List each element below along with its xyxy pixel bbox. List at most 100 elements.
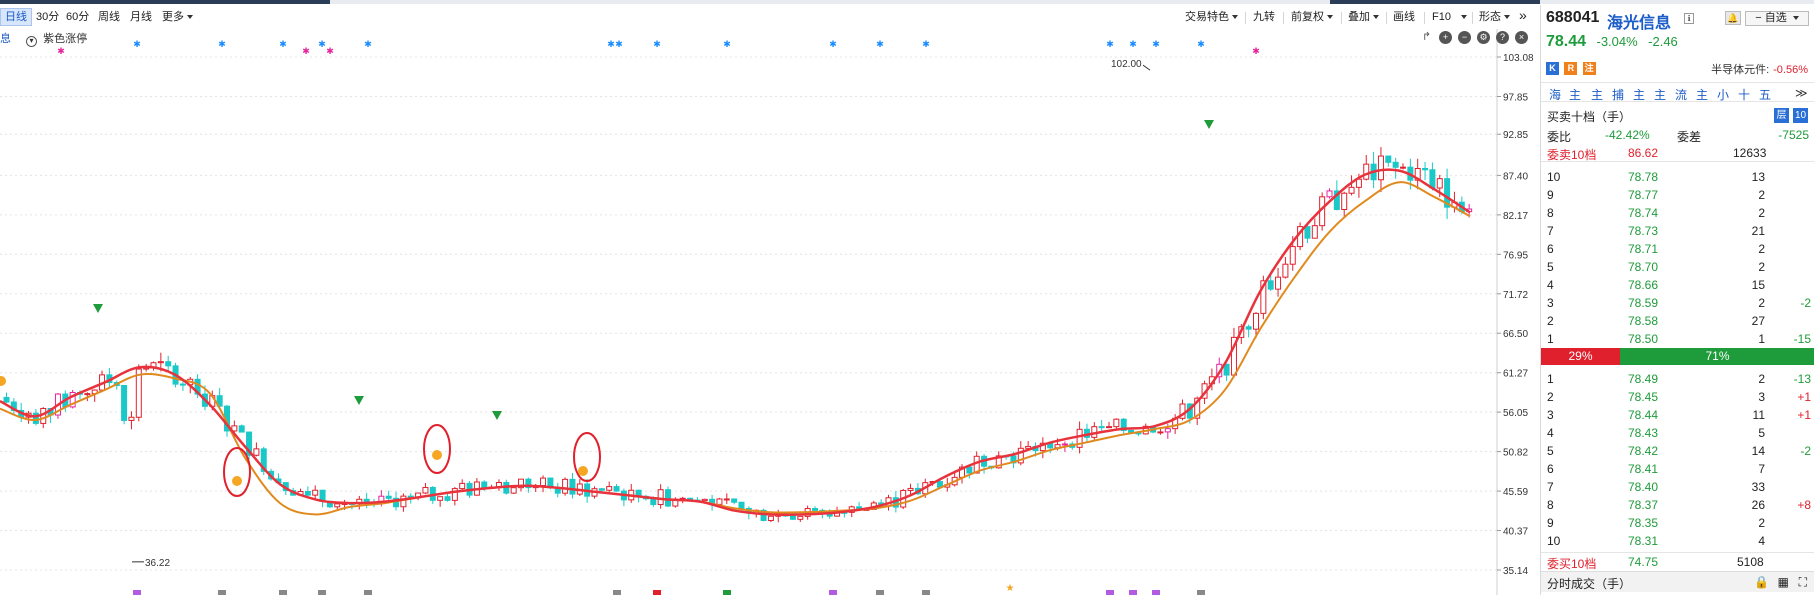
- chevron-down-icon[interactable]: ≫: [1795, 86, 1808, 100]
- candle-body: [32, 412, 39, 424]
- candle-body: [716, 498, 723, 505]
- candle-body: [812, 508, 818, 511]
- overlay-menu[interactable]: 叠加: [1344, 8, 1383, 26]
- mini-tab[interactable]: 海: [1549, 88, 1562, 102]
- bid-row[interactable]: 9 78.35 2: [1541, 514, 1814, 532]
- mini-tab[interactable]: 主: [1633, 88, 1646, 102]
- fullscreen-icon[interactable]: ⛶: [1798, 575, 1807, 589]
- y-tick-label: 97.85: [1503, 92, 1528, 103]
- candle-body: [1157, 431, 1164, 434]
- mini-tab[interactable]: 五: [1759, 88, 1772, 102]
- level: 7: [1547, 480, 1554, 494]
- badge-r[interactable]: R: [1564, 62, 1578, 75]
- price: 78.66: [1628, 278, 1659, 292]
- adjust-menu[interactable]: 前复权: [1287, 8, 1337, 26]
- bid-row[interactable]: 3 78.44 11 +1: [1541, 406, 1814, 424]
- price: 78.31: [1628, 534, 1659, 548]
- ask-row[interactable]: 6 78.71 2: [1541, 240, 1814, 258]
- level: 7: [1547, 224, 1554, 238]
- ask-row[interactable]: 3 78.59 2 -2: [1541, 294, 1814, 312]
- depth-10-icon[interactable]: 10: [1793, 108, 1808, 123]
- candle-body: [995, 455, 1002, 469]
- trades-header[interactable]: 分时成交（手） 🔒 ▦ ⛶: [1541, 571, 1814, 592]
- tab-daily[interactable]: 日线: [0, 8, 32, 26]
- bid-row[interactable]: 7 78.40 33: [1541, 478, 1814, 496]
- candle-body: [157, 361, 164, 364]
- mini-tab[interactable]: 流: [1675, 88, 1688, 102]
- lock-icon[interactable]: 🔒: [1754, 575, 1769, 589]
- toggle-icon: ▾: [26, 36, 38, 47]
- mini-tab[interactable]: 十: [1738, 88, 1751, 102]
- share-icon[interactable]: ↱: [1420, 31, 1433, 44]
- menu-label: 形态: [1479, 11, 1501, 23]
- mini-tab[interactable]: 主: [1591, 88, 1604, 102]
- signal-dot-pink: ✱: [57, 46, 65, 56]
- tab-60min[interactable]: 60分: [62, 8, 93, 26]
- sector-info[interactable]: 半导体元件: -0.56%: [1711, 61, 1808, 77]
- zoom-in-icon[interactable]: +: [1439, 31, 1452, 44]
- buy-marker-icon: [578, 466, 588, 476]
- candle-body: [165, 361, 172, 367]
- mini-tab[interactable]: 主: [1654, 88, 1667, 102]
- sector-change: -0.56%: [1773, 64, 1808, 76]
- draw-line-button[interactable]: 画线: [1389, 8, 1419, 26]
- volume: 13: [1751, 170, 1765, 184]
- settings-icon[interactable]: ⚙: [1477, 31, 1490, 44]
- close-icon[interactable]: ×: [1515, 31, 1528, 44]
- badge-k[interactable]: K: [1546, 62, 1559, 75]
- ask-row[interactable]: 1 78.50 1 -15: [1541, 330, 1814, 348]
- tab-weekly[interactable]: 周线: [94, 8, 124, 26]
- bid-row[interactable]: 8 78.37 26 +8: [1541, 496, 1814, 514]
- zoom-out-icon[interactable]: −: [1458, 31, 1471, 44]
- orderbook-title: 买卖十档（手）: [1547, 110, 1632, 124]
- trade-feature-menu[interactable]: 交易特色: [1181, 8, 1242, 26]
- f10-menu[interactable]: F10: [1428, 8, 1471, 26]
- info-icon[interactable]: ℹ: [1684, 13, 1694, 24]
- buy-ratio: 71%: [1620, 348, 1814, 365]
- bid-row[interactable]: 1 78.49 2 -13: [1541, 370, 1814, 388]
- expand-icon[interactable]: »: [1515, 6, 1531, 24]
- candle-body: [1260, 280, 1267, 314]
- candle-body: [312, 489, 319, 496]
- mini-tab[interactable]: 捕: [1612, 88, 1625, 102]
- badge-note[interactable]: 注: [1582, 62, 1596, 75]
- ask-row[interactable]: 7 78.73 21: [1541, 222, 1814, 240]
- bid-row[interactable]: 6 78.41 7: [1541, 460, 1814, 478]
- ask-row[interactable]: 8 78.74 2: [1541, 204, 1814, 222]
- ask-row[interactable]: 4 78.66 15: [1541, 276, 1814, 294]
- candle-body: [1392, 161, 1399, 168]
- candle-body: [598, 488, 605, 491]
- bid-row[interactable]: 4 78.43 5: [1541, 424, 1814, 442]
- ask-row[interactable]: 10 78.78 13: [1541, 168, 1814, 186]
- watchlist-button[interactable]: − 自选: [1745, 11, 1809, 26]
- nine-turn-button[interactable]: 九转: [1249, 8, 1279, 26]
- bottom-mark: [723, 590, 731, 595]
- legend-toggle[interactable]: ▾: [26, 33, 40, 47]
- tab-more[interactable]: 更多: [158, 8, 197, 26]
- stock-name[interactable]: 海光信息: [1607, 15, 1672, 32]
- ask-row[interactable]: 9 78.77 2: [1541, 186, 1814, 204]
- help-icon[interactable]: ?: [1496, 31, 1509, 44]
- pattern-menu[interactable]: 形态: [1475, 8, 1514, 26]
- mini-tab[interactable]: 小: [1717, 88, 1730, 102]
- layer-icon[interactable]: 层: [1774, 108, 1789, 123]
- bid-row[interactable]: 10 78.31 4: [1541, 532, 1814, 550]
- ask-row[interactable]: 5 78.70 2: [1541, 258, 1814, 276]
- tab-30min[interactable]: 30分: [32, 8, 63, 26]
- ask-row[interactable]: 2 78.58 27: [1541, 312, 1814, 330]
- kline-chart[interactable]: ✱ ✱ ✱ ✱ ✱ ✱ ✱ ✱ ✱ ✱ ✱ ✱ ✱ ✱ ✱ ✱ ✱ ✱ ✱ ✱ 102.00 36.22 103.08 97…: [0, 29, 1535, 595]
- bell-icon[interactable]: 🔔: [1725, 11, 1741, 25]
- bid-row[interactable]: 2 78.45 3 +1: [1541, 388, 1814, 406]
- candle-body: [650, 498, 657, 506]
- mini-tab[interactable]: 主: [1696, 88, 1709, 102]
- mini-tab[interactable]: 主: [1569, 88, 1582, 102]
- signal-dot-pink: ✱: [326, 46, 334, 56]
- candle-body: [701, 498, 708, 502]
- grid-icon[interactable]: ▦: [1777, 575, 1789, 589]
- level: 3: [1547, 408, 1554, 422]
- tab-monthly[interactable]: 月线: [126, 8, 156, 26]
- sell-marker-icon: [1204, 120, 1214, 129]
- bid-row[interactable]: 5 78.42 14 -2: [1541, 442, 1814, 460]
- signal-dot: ✱: [1197, 39, 1205, 49]
